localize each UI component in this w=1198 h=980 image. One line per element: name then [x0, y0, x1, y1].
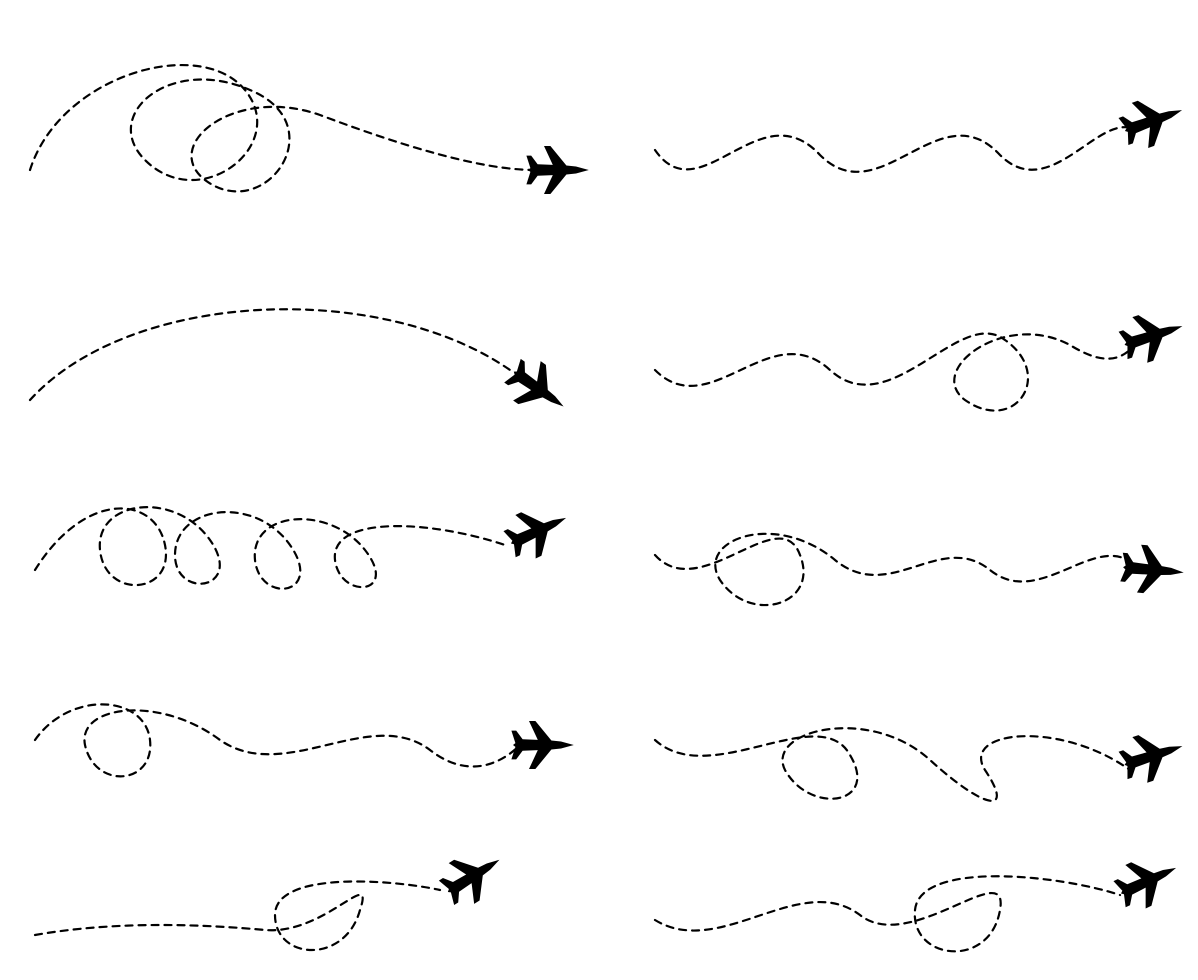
- route-3-right: [655, 534, 1186, 605]
- flight-path-7: [35, 704, 520, 776]
- route-5-right: [655, 846, 1186, 951]
- airplane-icon: [1115, 88, 1190, 154]
- airplane-icon: [499, 496, 576, 566]
- flight-path-3: [30, 309, 510, 400]
- route-4-right: [655, 723, 1190, 801]
- route-2-left: [30, 309, 577, 426]
- airplane-icon: [499, 351, 578, 426]
- airplane-icon: [511, 721, 573, 769]
- flight-path-1: [30, 65, 535, 191]
- airplane-routes-infographic: [0, 0, 1198, 980]
- route-1-right: [655, 88, 1190, 172]
- airplane-icon: [1109, 846, 1186, 916]
- route-4-left: [35, 704, 574, 776]
- airplane-icon: [434, 839, 512, 913]
- airplane-icon: [1116, 303, 1190, 368]
- flight-path-8: [655, 728, 1130, 801]
- airplane-icon: [1119, 543, 1185, 596]
- flight-path-4: [655, 333, 1135, 410]
- flight-path-6: [655, 534, 1135, 605]
- flight-path-5: [35, 507, 505, 589]
- flight-path-10: [655, 876, 1120, 951]
- flight-path-2: [655, 127, 1135, 172]
- airplane-icon: [1116, 723, 1190, 788]
- airplane-icon: [526, 146, 588, 194]
- route-3-left: [35, 496, 576, 589]
- route-5-left: [35, 839, 512, 950]
- flight-path-9: [35, 881, 440, 950]
- route-1-left: [30, 65, 589, 194]
- route-2-right: [655, 303, 1190, 410]
